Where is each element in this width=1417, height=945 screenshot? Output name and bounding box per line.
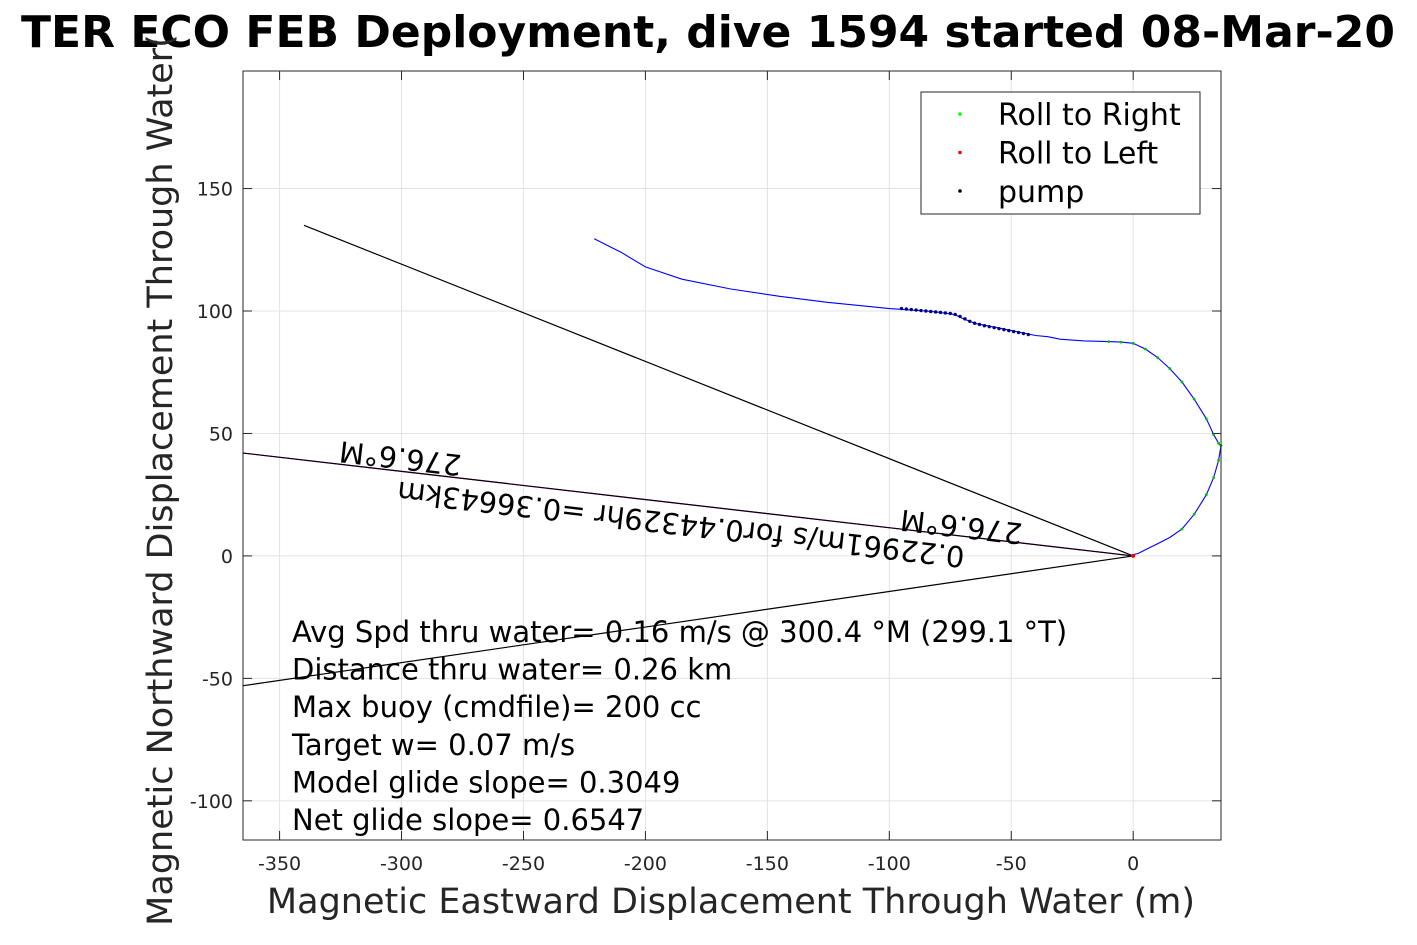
roll-right-point	[1180, 527, 1184, 531]
pump-point	[972, 321, 977, 325]
y-axis-label: Magnetic Northward Displacement Through …	[141, 34, 181, 926]
roll-right-point	[1131, 341, 1135, 345]
pump-point	[899, 306, 904, 311]
pump-point	[958, 314, 962, 319]
roll-right-point	[1168, 367, 1172, 370]
pump-point	[929, 309, 933, 314]
x-tick-label: -350	[258, 853, 301, 875]
roll-right-point	[1192, 512, 1196, 516]
x-tick-label: -150	[746, 853, 789, 875]
annotation-line: Distance thru water= 0.26 km	[292, 653, 732, 687]
pump-point	[1026, 332, 1031, 337]
legend-marker	[958, 112, 962, 116]
x-tick-label: -100	[868, 853, 911, 875]
pump-point	[924, 309, 928, 313]
chart-title: TER ECO FEB Deployment, dive 1594 starte…	[21, 7, 1395, 58]
roll-right-point	[1107, 340, 1111, 344]
roll-right-point	[1212, 433, 1216, 437]
legend-label: Roll to Right	[998, 98, 1181, 133]
pump-point	[914, 308, 918, 312]
roll-right-point	[1204, 493, 1208, 497]
pump-point	[1002, 327, 1006, 332]
roll-right-point	[1156, 356, 1159, 359]
vector-label: 0.22961m/s for0.44329hr =0.36643km	[395, 475, 966, 574]
pump-point	[1021, 331, 1026, 336]
track-series	[593, 238, 1223, 558]
pump-point	[909, 307, 913, 312]
pump-point	[1007, 328, 1011, 333]
pump-point	[968, 319, 972, 323]
track-line	[593, 238, 1222, 556]
y-tick-label: -100	[190, 791, 233, 813]
roll-right-point	[1217, 441, 1220, 445]
axis-ticks: -350 -300 -250 -200 -150 -100 -50 0 -100 -50 0 50 10…	[190, 71, 1221, 875]
x-tick-label: -200	[624, 853, 667, 875]
y-tick-label: 150	[197, 179, 233, 201]
pump-point	[977, 322, 982, 327]
y-tick-label: -50	[202, 668, 233, 690]
pump-point	[919, 308, 923, 313]
annotation-line: Target w= 0.07 m/s	[291, 728, 575, 762]
pump-point	[933, 310, 938, 314]
legend-box	[920, 91, 1201, 215]
legend-marker	[958, 189, 962, 193]
roll-right-point	[1143, 347, 1147, 351]
roll-right-point	[1217, 458, 1220, 462]
pump-point	[982, 324, 987, 328]
x-tick-label: -300	[380, 853, 423, 875]
pump-point	[963, 317, 967, 321]
pump-point	[938, 310, 943, 315]
legend-marker	[958, 150, 962, 155]
roll-right-point	[1212, 476, 1216, 479]
roll-right-point	[1192, 397, 1196, 401]
legend-label: pump	[998, 175, 1084, 210]
x-axis-label: Magnetic Eastward Displacement Through W…	[267, 882, 1195, 922]
pump-point	[1011, 329, 1016, 334]
reference-line	[242, 555, 1134, 687]
roll-right-point	[1180, 380, 1184, 384]
y-tick-label: 100	[197, 301, 233, 323]
pump-point	[987, 324, 992, 329]
legend-label: Roll to Left	[998, 137, 1158, 172]
y-tick-label: 50	[209, 423, 233, 445]
annotation-line: Max buoy (cmdfile)= 200 cc	[292, 690, 701, 724]
y-tick-label: 0	[221, 546, 233, 568]
annotation-block: Avg Spd thru water= 0.16 m/s @ 300.4 °M …	[291, 615, 1067, 837]
reference-line	[303, 224, 1134, 557]
roll-right-point	[1119, 340, 1123, 344]
pump-point	[992, 325, 996, 330]
annotation-line: Avg Spd thru water= 0.16 m/s @ 300.4 °M …	[292, 615, 1067, 649]
annotation-line: Net glide slope= 0.6547	[292, 803, 644, 837]
pump-point	[953, 312, 957, 317]
pump-point	[943, 311, 948, 315]
roll-left-point	[1131, 553, 1136, 558]
reference-lines	[242, 224, 1134, 687]
x-tick-label: -50	[996, 853, 1027, 875]
roll-right-point	[1204, 417, 1208, 421]
pump-points	[899, 306, 1031, 337]
pump-point	[1016, 330, 1021, 335]
reference-line	[242, 452, 1134, 557]
x-tick-label: 0	[1127, 853, 1139, 875]
annotation-line: Model glide slope= 0.3049	[292, 765, 680, 799]
pump-point	[904, 307, 909, 311]
pump-point	[948, 311, 952, 316]
pump-point	[997, 326, 1001, 331]
x-tick-label: -250	[502, 853, 545, 875]
plot-frame	[242, 70, 1222, 841]
